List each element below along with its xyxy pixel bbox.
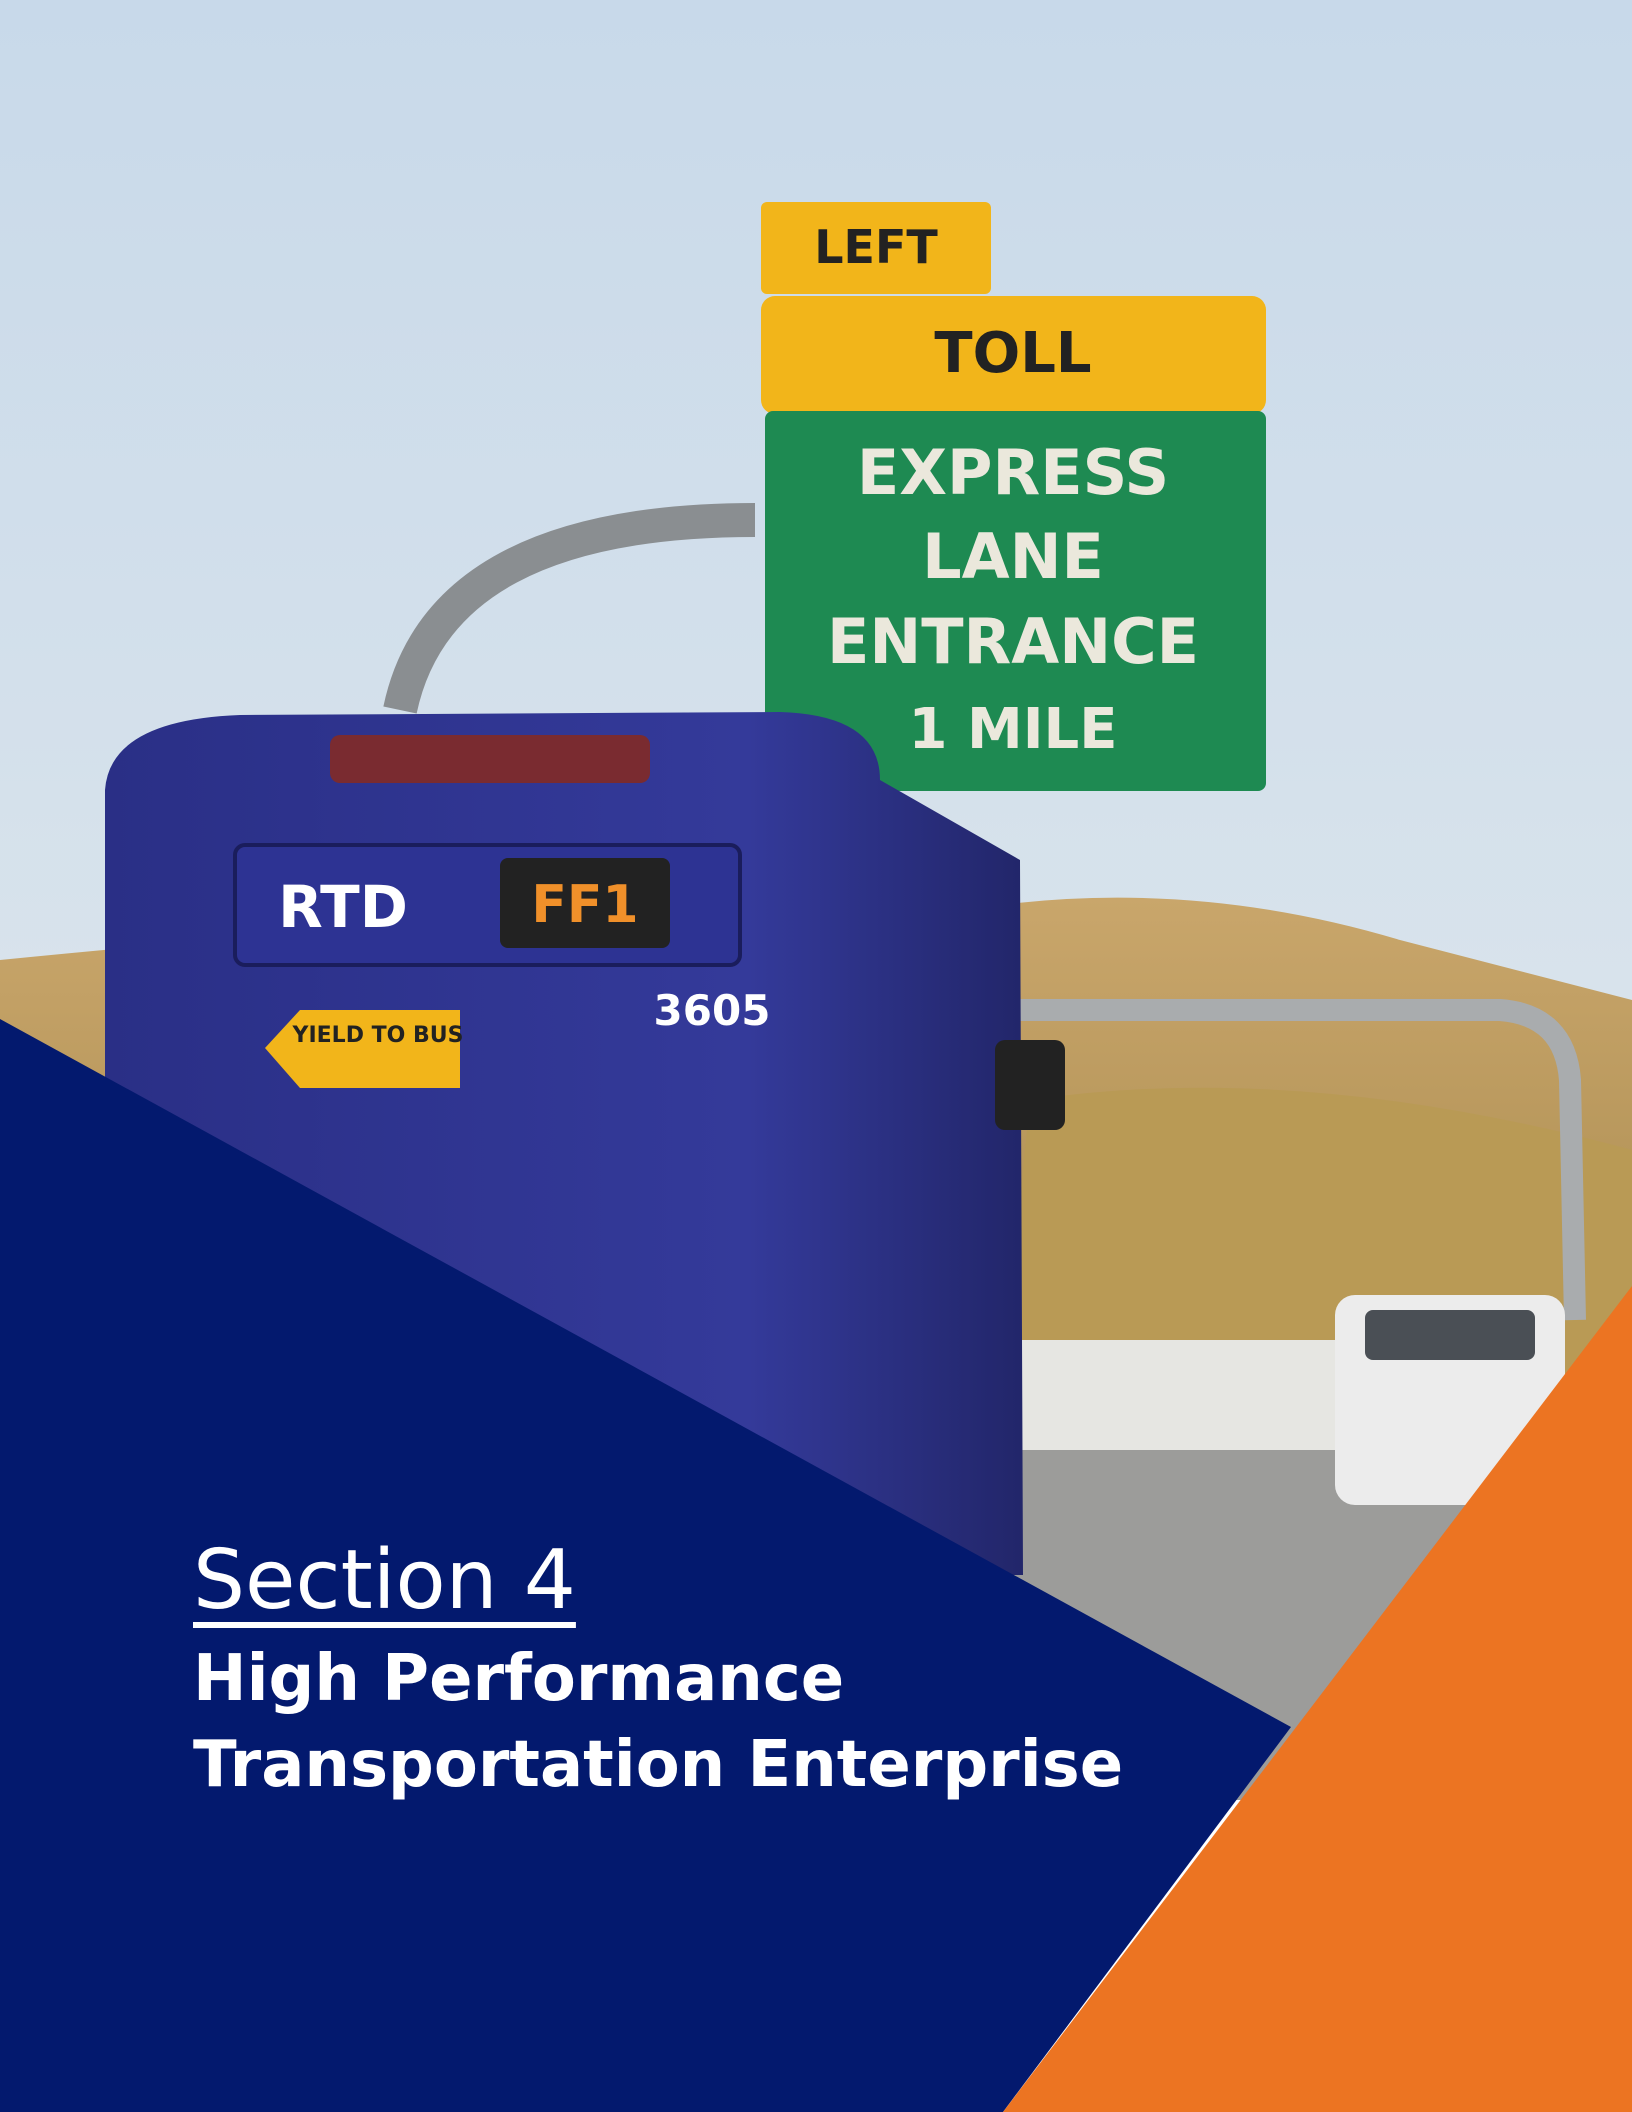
- bus-sticker-text: YIELD TO BUS: [292, 1023, 464, 1048]
- sign-text: TOLL: [934, 321, 1091, 386]
- section-title: High Performance: [193, 1642, 844, 1716]
- bus-sticker: [265, 1010, 460, 1088]
- sign-text: ENTRANCE: [827, 605, 1199, 678]
- bus-mirror: [995, 1040, 1065, 1130]
- bus-number: 3605: [654, 986, 771, 1035]
- section-label: Section 4: [193, 1533, 576, 1628]
- cover: LEFT TOLL EXPRESS LANE ENTRANCE 1 MILE R…: [0, 0, 1632, 2112]
- page: LEFT TOLL EXPRESS LANE ENTRANCE 1 MILE R…: [0, 0, 1632, 2112]
- bus-lights: [330, 735, 650, 783]
- bus-logo: RTD: [278, 873, 408, 941]
- car-window: [1365, 1310, 1535, 1360]
- sign-text: LANE: [922, 520, 1104, 593]
- sign-text: EXPRESS: [857, 436, 1169, 509]
- bus-route: FF1: [531, 875, 638, 935]
- sign-text: LEFT: [814, 220, 938, 274]
- barrier: [1010, 1340, 1340, 1450]
- sign-text: 1 MILE: [909, 697, 1118, 762]
- section-title: Transportation Enterprise: [193, 1728, 1123, 1802]
- section-underline: [193, 1622, 576, 1628]
